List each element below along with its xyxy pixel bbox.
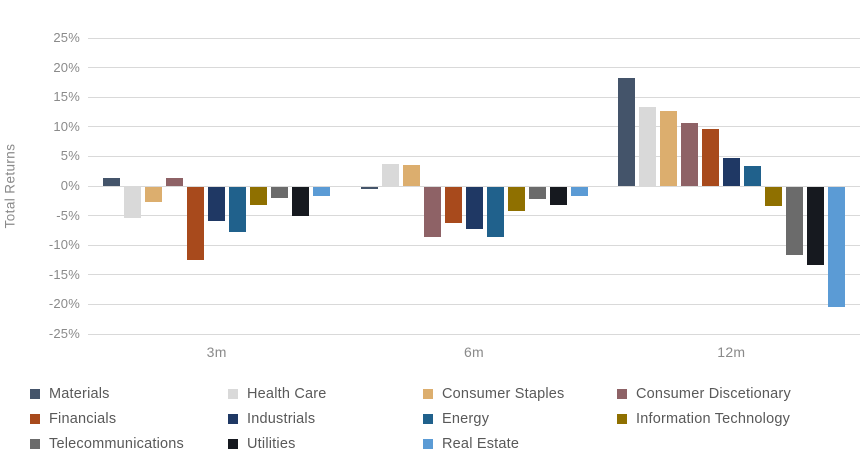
gridline-20% [88, 67, 860, 69]
gridline--10% [88, 244, 860, 246]
bar-information-technology-3m [250, 187, 268, 205]
gridline-10% [88, 126, 860, 128]
bar-consumer-staples-12m [659, 111, 677, 186]
legend-item-energy: Energy [423, 411, 489, 427]
y-tick-label: 5% [60, 148, 80, 164]
gridline-15% [88, 96, 860, 98]
legend-label: Real Estate [442, 436, 520, 452]
legend-swatch-health-care [228, 389, 238, 399]
bar-materials-6m [360, 187, 378, 190]
bar-financials-12m [701, 128, 719, 186]
legend-label: Materials [49, 386, 110, 402]
x-axis-label-12m: 12m [717, 344, 746, 360]
legend-swatch-financials [30, 414, 40, 424]
legend-item-telecommunications: Telecommunications [30, 436, 184, 452]
legend-label: Industrials [247, 411, 316, 427]
legend-swatch-consumer-discetionary [617, 389, 627, 399]
legend-label: Information Technology [636, 411, 791, 427]
gridline--25% [88, 333, 860, 335]
bar-consumer-staples-6m [402, 165, 420, 186]
bar-financials-6m [444, 187, 462, 223]
bar-utilities-12m [806, 187, 824, 266]
bar-real-estate-6m [570, 187, 588, 197]
bar-health-care-6m [381, 163, 399, 186]
bar-health-care-12m [638, 106, 656, 186]
legend-swatch-energy [423, 414, 433, 424]
legend-label: Consumer Staples [442, 386, 565, 402]
y-tick-label: 25% [53, 30, 80, 45]
gridline-5% [88, 155, 860, 157]
x-axis-label-6m: 6m [463, 344, 485, 360]
bar-real-estate-3m [313, 187, 331, 196]
gridline--15% [88, 274, 860, 276]
bar-information-technology-6m [507, 187, 525, 211]
legend-label: Utilities [247, 436, 296, 452]
bar-telecommunications-6m [528, 187, 546, 200]
legend-item-materials: Materials [30, 386, 110, 402]
legend-swatch-materials [30, 389, 40, 399]
y-tick-label: 0% [60, 178, 80, 193]
bar-consumer-discetionary-6m [423, 187, 441, 237]
bar-materials-12m [617, 78, 635, 186]
legend-item-real-estate: Real Estate [423, 436, 519, 452]
bar-financials-3m [187, 187, 205, 261]
x-axis-label-3m: 3m [206, 344, 227, 360]
bar-utilities-3m [292, 187, 310, 216]
y-tick-label: 10% [53, 118, 80, 134]
legend-item-health-care: Health Care [228, 386, 327, 402]
y-tick-label: -20% [48, 296, 80, 312]
bar-energy-3m [229, 187, 247, 232]
legend-item-industrials: Industrials [228, 411, 315, 427]
bar-materials-3m [103, 178, 121, 186]
legend-swatch-utilities [228, 439, 238, 449]
bar-telecommunications-3m [271, 187, 289, 198]
legend-item-financials: Financials [30, 411, 116, 427]
legend-label: Energy [442, 411, 490, 427]
bar-health-care-3m [124, 187, 142, 218]
y-tick-label: -10% [48, 237, 80, 253]
gridline--20% [88, 303, 860, 305]
legend-swatch-telecommunications [30, 439, 40, 449]
legend-label: Telecommunications [49, 436, 184, 452]
bar-telecommunications-12m [785, 187, 803, 256]
y-tick-label: -15% [48, 266, 80, 282]
legend-item-consumer-discetionary: Consumer Discetionary [617, 386, 791, 402]
bar-information-technology-12m [764, 187, 782, 206]
legend-label: Health Care [247, 386, 327, 402]
y-tick-label: -25% [48, 326, 80, 341]
legend-swatch-consumer-staples [423, 389, 433, 399]
legend-swatch-real-estate [423, 439, 433, 449]
gridline-0% [88, 185, 860, 187]
legend-label: Consumer Discetionary [636, 386, 791, 402]
legend-label: Financials [49, 411, 117, 427]
legend-swatch-industrials [228, 414, 238, 424]
bar-industrials-6m [465, 187, 483, 230]
bar-consumer-staples-3m [145, 187, 163, 203]
legend-item-information-technology: Information Technology [617, 411, 790, 427]
y-tick-label: 15% [53, 89, 80, 105]
legend-item-consumer-staples: Consumer Staples [423, 386, 564, 402]
gridline-25% [88, 37, 860, 39]
y-tick-label: -5% [56, 207, 80, 223]
bar-energy-6m [486, 187, 504, 237]
legend-item-utilities: Utilities [228, 436, 296, 452]
bar-real-estate-12m [827, 187, 845, 307]
bar-utilities-6m [549, 187, 567, 206]
bar-industrials-3m [208, 187, 226, 222]
bar-energy-12m [743, 166, 761, 186]
bar-consumer-discetionary-12m [680, 123, 698, 186]
y-tick-label: 20% [53, 59, 80, 75]
bar-consumer-discetionary-3m [166, 177, 184, 186]
legend-swatch-information-technology [617, 414, 627, 424]
bar-industrials-12m [722, 158, 740, 186]
